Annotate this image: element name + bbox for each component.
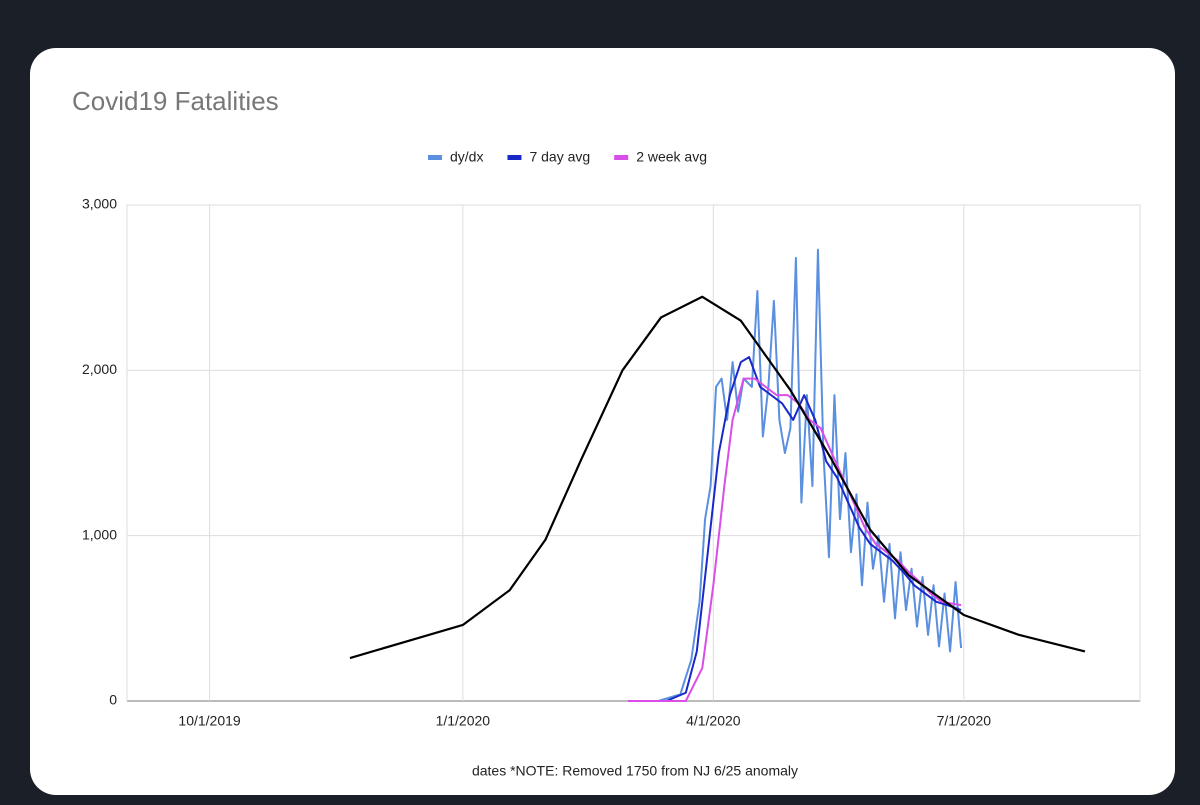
plot-frame <box>126 204 1141 702</box>
chart-title: Covid19 Fatalities <box>72 86 279 116</box>
legend-swatch <box>507 155 522 160</box>
y-tick-label: 2,000 <box>82 361 117 377</box>
x-axis-label: dates *NOTE: Removed 1750 from NJ 6/25 a… <box>472 763 798 779</box>
line-series <box>349 295 1086 660</box>
x-tick-label: 1/1/2020 <box>436 713 491 729</box>
line-series <box>627 248 963 702</box>
x-tick-label: 4/1/2020 <box>686 713 741 729</box>
x-tick-label: 7/1/2020 <box>937 713 992 729</box>
y-tick-label: 3,000 <box>82 196 117 212</box>
line-series <box>627 377 962 702</box>
card <box>30 48 1175 795</box>
x-tick-label: 10/1/2019 <box>178 713 240 729</box>
legend-label: 2 week avg <box>636 149 707 165</box>
y-tick-label: 0 <box>109 692 117 708</box>
legend-label: dy/dx <box>450 149 483 165</box>
legend-swatch <box>428 155 442 160</box>
line-series <box>666 356 962 702</box>
y-tick-label: 1,000 <box>82 526 117 542</box>
legend-swatch <box>614 155 629 160</box>
legend-label: 7 day avg <box>529 149 590 165</box>
